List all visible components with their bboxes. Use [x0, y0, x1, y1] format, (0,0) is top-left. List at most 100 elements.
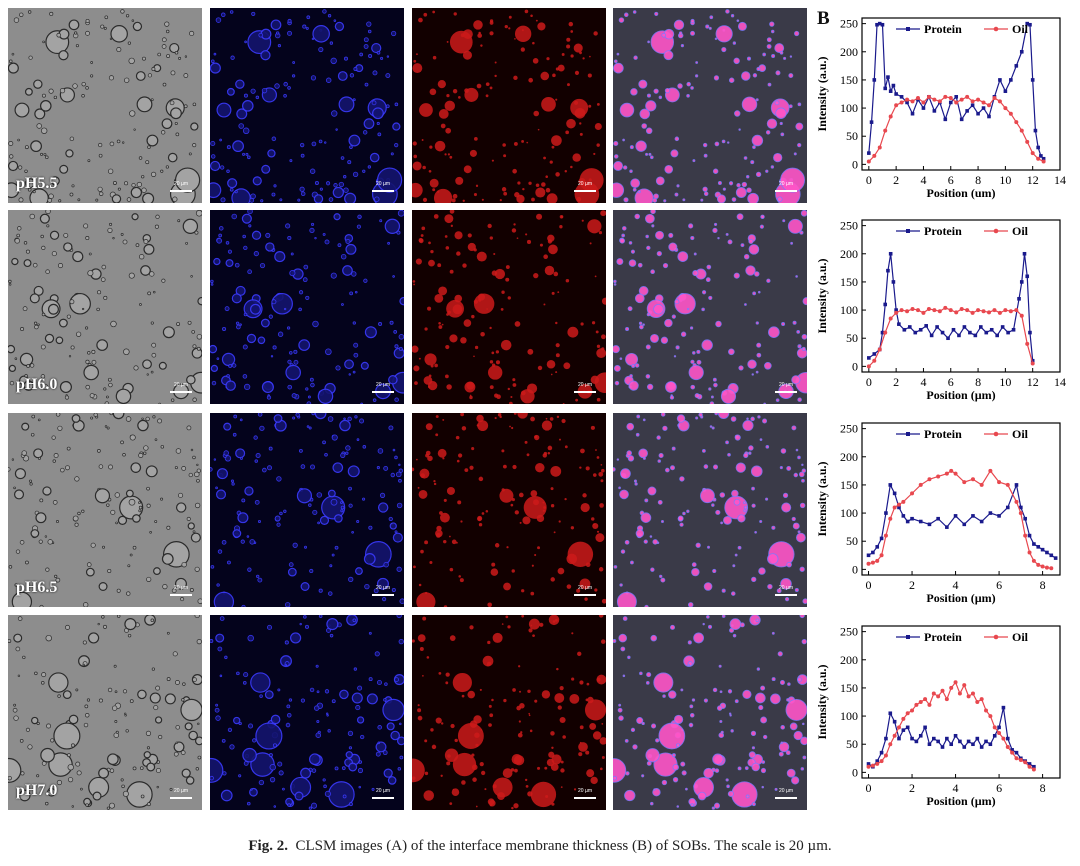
scale-bar-text: 20 µm [578, 585, 592, 591]
scale-bar-line [775, 797, 797, 799]
data-point-oil [915, 308, 920, 313]
data-point-oil [1003, 308, 1008, 313]
data-point-protein [921, 106, 926, 110]
data-point-oil [953, 471, 958, 476]
data-point-oil [872, 358, 877, 363]
micrograph-red-row-2: 20 µm [412, 210, 606, 404]
data-point-protein [962, 522, 967, 527]
chart-4: 0 50 100 150 200 250 0 2 4 6 8 Position (µm) Intensi… [812, 618, 1074, 818]
y-tick-label: 150 [840, 478, 858, 492]
data-point-protein [998, 78, 1002, 82]
data-point-protein [910, 111, 915, 116]
data-point-oil [997, 480, 1002, 485]
legend-label-protein: Protein [924, 224, 962, 238]
y-tick-label: 0 [852, 157, 858, 171]
scale-bar-text: 20 µm [779, 181, 793, 187]
data-point-protein [867, 356, 871, 360]
data-point-protein [959, 117, 964, 122]
data-point-protein [1005, 736, 1010, 741]
data-point-oil [870, 560, 875, 565]
data-point-oil [875, 761, 880, 766]
data-point-protein [923, 725, 927, 730]
data-point-protein [1040, 547, 1045, 552]
data-point-oil [888, 742, 893, 747]
data-point-protein [1014, 750, 1019, 755]
data-point-protein [1014, 64, 1019, 68]
data-point-protein [888, 251, 893, 256]
data-point-oil [921, 310, 926, 315]
data-point-oil [879, 553, 884, 558]
data-point-oil [1023, 533, 1028, 538]
scale-bar-text: 20 µm [376, 788, 390, 794]
data-point-protein [883, 86, 888, 91]
data-point-protein [1027, 533, 1032, 538]
data-point-protein [914, 739, 919, 744]
y-tick-label: 100 [840, 506, 858, 520]
data-point-oil [1008, 309, 1013, 314]
data-point-protein [897, 322, 901, 326]
data-point-protein [979, 519, 984, 524]
data-point-oil [970, 310, 975, 315]
y-tick-label: 250 [840, 422, 858, 436]
data-point-oil [959, 97, 964, 102]
data-point-protein [1036, 545, 1041, 549]
data-point-protein [888, 483, 893, 487]
panel-b-label: B [817, 8, 830, 29]
data-point-protein [892, 491, 897, 496]
scale-bar-line [170, 391, 192, 393]
micrograph-blue-row-4: 20 µm [210, 615, 404, 810]
data-point-oil [943, 94, 948, 99]
data-point-oil [1005, 745, 1010, 750]
data-point-oil [931, 691, 936, 696]
data-point-protein [976, 111, 980, 116]
data-point-protein [888, 711, 893, 716]
data-point-protein [1030, 78, 1035, 82]
data-point-protein [901, 514, 906, 518]
x-tick-label: 0 [866, 781, 872, 795]
data-point-oil [923, 697, 928, 702]
caption-label: Fig. 2. [248, 838, 288, 854]
legend-label-oil: Oil [1012, 427, 1029, 441]
data-point-protein [1022, 251, 1027, 256]
data-point-oil [1018, 511, 1023, 516]
scale-bar: 20 µm [170, 181, 192, 193]
data-point-protein [891, 83, 896, 88]
data-point-oil [921, 100, 926, 105]
data-point-oil [866, 764, 871, 769]
legend-marker-oil [993, 26, 999, 32]
data-point-oil [877, 347, 882, 352]
data-point-oil [992, 308, 997, 313]
data-point-protein [953, 514, 958, 518]
micrograph-blue-row-1: 20 µm [210, 8, 404, 203]
data-point-oil [872, 153, 877, 158]
data-point-protein [1019, 280, 1024, 284]
data-point-protein [981, 106, 986, 110]
y-tick-label: 200 [840, 247, 858, 261]
legend-label-protein: Protein [924, 22, 962, 36]
data-point-protein [1000, 325, 1005, 329]
data-point-protein [924, 324, 928, 328]
scale-bar-text: 20 µm [779, 382, 793, 388]
data-point-protein [936, 516, 940, 521]
data-point-protein [1019, 505, 1023, 510]
data-point-protein [907, 325, 912, 329]
data-point-protein [997, 514, 1001, 518]
data-point-protein [1027, 762, 1032, 766]
data-point-protein [953, 733, 958, 738]
x-axis-label: Position (µm) [926, 591, 995, 605]
scale-bar-text: 20 µm [578, 382, 592, 388]
data-point-oil [1025, 139, 1030, 144]
data-point-oil [883, 128, 888, 133]
data-point-protein [894, 92, 898, 96]
y-tick-label: 150 [840, 73, 858, 87]
data-point-protein [910, 736, 914, 741]
x-tick-label: 14 [1054, 173, 1066, 187]
data-point-oil [866, 159, 871, 164]
chart-1: 0 50 100 150 200 250 0 2 4 6 8 10 12 14 Position (um) I… [812, 10, 1074, 210]
data-point-protein [935, 325, 939, 329]
x-tick-label: 4 [920, 375, 926, 389]
data-point-oil [997, 99, 1002, 104]
data-point-oil [970, 477, 975, 482]
data-point-protein [958, 739, 962, 744]
x-tick-label: 14 [1054, 375, 1066, 389]
